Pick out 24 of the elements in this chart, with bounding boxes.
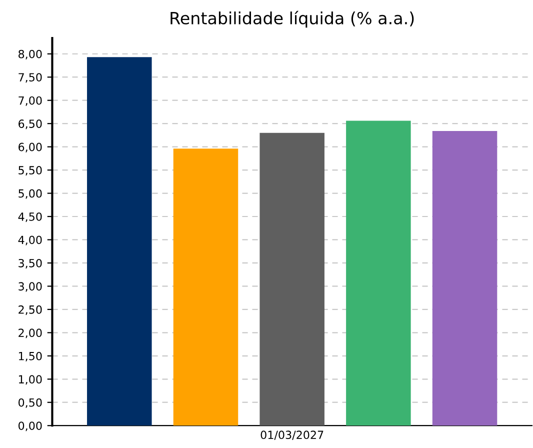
- y-tick-label: 2,50: [18, 305, 42, 315]
- bar: [173, 148, 238, 426]
- y-tick-label: 6,50: [18, 120, 42, 130]
- y-tick-label: 0,00: [18, 422, 42, 432]
- y-tick-label: 0,50: [18, 398, 42, 408]
- y-tick-label: 6,00: [18, 142, 42, 152]
- bar: [87, 57, 152, 426]
- bar: [432, 131, 498, 426]
- y-tick-label: 7,50: [18, 73, 42, 83]
- y-tick-label: 4,00: [18, 236, 42, 246]
- bar: [260, 132, 324, 426]
- y-tick-label: 4,50: [18, 212, 42, 222]
- y-tick-label: 7,00: [18, 96, 42, 106]
- y-tick-label: 8,00: [18, 50, 42, 60]
- x-tick-label: 01/03/2027: [260, 430, 324, 440]
- y-tick-label: 5,50: [18, 166, 42, 176]
- y-tick-label: 1,50: [18, 352, 42, 362]
- y-tick-label: 5,00: [18, 189, 42, 199]
- y-tick-label: 1,00: [18, 375, 42, 385]
- bar: [346, 120, 411, 426]
- y-tick-label: 2,00: [18, 328, 42, 338]
- y-tick-label: 3,50: [18, 258, 42, 268]
- chart-title: Rentabilidade líquida (% a.a.): [170, 10, 414, 28]
- y-tick-label: 3,00: [18, 282, 42, 292]
